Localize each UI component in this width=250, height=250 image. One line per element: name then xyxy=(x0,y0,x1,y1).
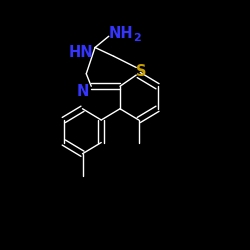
Text: N: N xyxy=(76,84,88,99)
Text: NH: NH xyxy=(109,26,134,41)
Text: 2: 2 xyxy=(133,33,140,43)
Text: HN: HN xyxy=(69,45,94,60)
Text: S: S xyxy=(136,64,147,79)
